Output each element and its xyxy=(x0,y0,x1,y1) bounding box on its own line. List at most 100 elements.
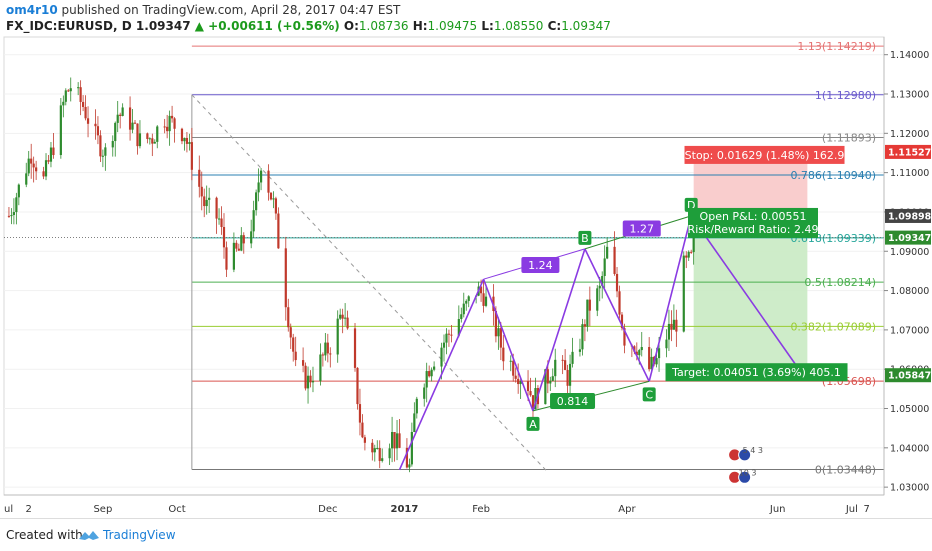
candle-body xyxy=(445,333,448,343)
candle-body xyxy=(272,198,275,200)
candle-body xyxy=(190,142,193,170)
candle-body xyxy=(376,447,379,449)
x-axis-tick-label: 7 xyxy=(864,504,870,515)
fib-level-label: 1(1.12980) xyxy=(815,89,876,102)
candle-body xyxy=(7,215,11,217)
candle-body xyxy=(220,218,223,227)
price-tag-box xyxy=(885,230,931,245)
candle-body xyxy=(27,158,30,174)
candle-body xyxy=(339,314,342,319)
candle-body xyxy=(465,300,468,304)
candle-body xyxy=(329,353,332,355)
candle-body xyxy=(101,155,104,157)
candle-body xyxy=(237,248,240,251)
publish-info: om4r10 published on TradingView.com, Apr… xyxy=(6,3,400,17)
publish-text: published on TradingView.com, April 28, … xyxy=(61,3,401,17)
candle-body xyxy=(546,369,549,384)
candle-body xyxy=(198,169,201,187)
candle-body xyxy=(615,273,619,292)
candle-body xyxy=(509,360,512,362)
candle-body xyxy=(240,235,243,251)
candle-body xyxy=(381,458,384,461)
candle-body xyxy=(583,324,586,327)
candle-body xyxy=(430,369,433,377)
pattern-leg xyxy=(482,278,534,412)
candle-body xyxy=(442,342,446,348)
candle-body xyxy=(119,114,122,116)
candle-body xyxy=(395,433,399,449)
pattern-point-a: A xyxy=(529,418,537,431)
candle-body xyxy=(306,375,310,389)
candle-body xyxy=(17,184,20,198)
fib-level-label: 0.382(1.07089) xyxy=(790,320,876,333)
candle-body xyxy=(512,360,515,376)
author-link[interactable]: om4r10 xyxy=(6,3,58,17)
y-axis-tick-label: 1.04000 xyxy=(890,443,929,454)
candle-body xyxy=(484,296,488,306)
candle-body xyxy=(428,371,431,377)
fib-level-label: 1.13(1.14219) xyxy=(797,40,876,53)
candle-body xyxy=(586,299,589,327)
flag-eu-icon xyxy=(738,470,752,484)
candle-body xyxy=(180,128,184,142)
candle-body xyxy=(25,173,28,185)
candle-body xyxy=(618,291,621,315)
y-axis-tick-label: 1.07000 xyxy=(890,325,929,336)
candle-body xyxy=(173,118,176,129)
candle-body xyxy=(423,387,426,399)
candle-body xyxy=(502,347,505,362)
target-zone xyxy=(693,215,808,376)
candle-body xyxy=(84,106,87,119)
candle-body xyxy=(79,87,82,102)
candle-body xyxy=(363,437,366,443)
candle-body xyxy=(353,328,357,368)
x-axis-tick-label: Dec xyxy=(318,504,337,515)
candle-body xyxy=(77,87,80,89)
candle-body xyxy=(571,351,574,364)
candle-body xyxy=(163,126,166,128)
candle-body xyxy=(35,167,38,172)
ratio-label: 1.27 xyxy=(630,222,655,235)
candle-body xyxy=(94,123,97,127)
candle-body xyxy=(633,346,636,352)
candle-body xyxy=(479,286,483,294)
pattern-point-a-box xyxy=(526,416,540,431)
candle-body xyxy=(222,226,226,248)
price-tag-box xyxy=(885,208,931,223)
price-tag-box xyxy=(885,368,931,383)
candle-body xyxy=(517,378,520,385)
candle-body xyxy=(554,359,557,377)
y-axis-tick-label: 1.08000 xyxy=(890,286,929,297)
x-axis-tick-label: Feb xyxy=(472,504,490,515)
pattern-point-c: C xyxy=(645,388,653,401)
tradingview-link[interactable]: TradingView xyxy=(103,528,176,542)
stop-label-box xyxy=(684,145,845,164)
candle-body xyxy=(667,323,671,340)
candle-body xyxy=(86,118,90,124)
candle-body xyxy=(648,347,651,370)
candle-body xyxy=(408,464,411,468)
candle-body xyxy=(208,197,211,200)
candle-body xyxy=(96,126,100,136)
candle-body xyxy=(326,342,329,354)
y-axis-tick-label: 1.05000 xyxy=(890,404,929,415)
candle-body xyxy=(606,246,609,259)
position-labels: Stop: 0.01629 (1.48%) 162.9 Target: 0.040… xyxy=(665,145,848,382)
low-value: 1.08550 xyxy=(493,19,544,33)
high-label: H: xyxy=(412,19,428,33)
candle-body xyxy=(514,375,517,379)
ratio-label-box xyxy=(622,220,661,237)
candle-body xyxy=(578,349,582,352)
x-axis-tick-label: ul xyxy=(4,504,13,515)
candle-body xyxy=(672,319,675,330)
candle-body xyxy=(564,360,567,371)
position-zones xyxy=(693,151,808,376)
candle-body xyxy=(534,388,537,410)
candle-body xyxy=(205,199,208,207)
candle-body xyxy=(433,366,436,370)
created-with-text: Created with xyxy=(6,528,83,542)
price-chart[interactable]: 1.13(1.14219) 1(1.12980) (1.11893) 0.786(1.… xyxy=(0,36,932,518)
fib-level-label: 0.5(1.08214) xyxy=(804,276,876,289)
candle-body xyxy=(225,247,228,270)
y-axis-tick-label: 1.09000 xyxy=(890,247,929,258)
